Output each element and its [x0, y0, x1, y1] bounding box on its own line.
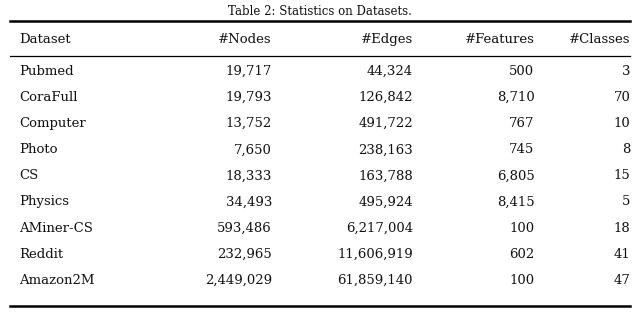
Text: 495,924: 495,924 [358, 196, 413, 208]
Text: 767: 767 [509, 117, 534, 130]
Text: 70: 70 [614, 91, 630, 104]
Text: 15: 15 [614, 169, 630, 182]
Text: 61,859,140: 61,859,140 [337, 274, 413, 287]
Text: 44,324: 44,324 [367, 65, 413, 78]
Text: Computer: Computer [19, 117, 86, 130]
Text: 8: 8 [622, 143, 630, 156]
Text: 19,793: 19,793 [225, 91, 272, 104]
Text: 10: 10 [614, 117, 630, 130]
Text: Amazon2M: Amazon2M [19, 274, 95, 287]
Text: 500: 500 [509, 65, 534, 78]
Text: Pubmed: Pubmed [19, 65, 74, 78]
Text: 602: 602 [509, 248, 534, 260]
Text: 8,415: 8,415 [497, 196, 534, 208]
Text: 13,752: 13,752 [226, 117, 272, 130]
Text: 8,710: 8,710 [497, 91, 534, 104]
Text: Dataset: Dataset [19, 33, 71, 46]
Text: 745: 745 [509, 143, 534, 156]
Text: CS: CS [19, 169, 38, 182]
Text: Physics: Physics [19, 196, 69, 208]
Text: 126,842: 126,842 [358, 91, 413, 104]
Text: 47: 47 [614, 274, 630, 287]
Text: 6,217,004: 6,217,004 [346, 222, 413, 234]
Text: 238,163: 238,163 [358, 143, 413, 156]
Text: 41: 41 [614, 248, 630, 260]
Text: 18: 18 [614, 222, 630, 234]
Text: 11,606,919: 11,606,919 [337, 248, 413, 260]
Text: 19,717: 19,717 [226, 65, 272, 78]
Text: Photo: Photo [19, 143, 58, 156]
Text: Reddit: Reddit [19, 248, 63, 260]
Text: 100: 100 [509, 274, 534, 287]
Text: 18,333: 18,333 [226, 169, 272, 182]
Text: AMiner-CS: AMiner-CS [19, 222, 93, 234]
Text: 7,650: 7,650 [234, 143, 272, 156]
Text: #Nodes: #Nodes [218, 33, 272, 46]
Text: #Classes: #Classes [569, 33, 630, 46]
Text: Table 2: Statistics on Datasets.: Table 2: Statistics on Datasets. [228, 5, 412, 18]
Text: 100: 100 [509, 222, 534, 234]
Text: #Edges: #Edges [360, 33, 413, 46]
Text: 5: 5 [622, 196, 630, 208]
Text: 6,805: 6,805 [497, 169, 534, 182]
Text: 593,486: 593,486 [217, 222, 272, 234]
Text: 491,722: 491,722 [358, 117, 413, 130]
Text: 3: 3 [622, 65, 630, 78]
Text: CoraFull: CoraFull [19, 91, 77, 104]
Text: 163,788: 163,788 [358, 169, 413, 182]
Text: 34,493: 34,493 [226, 196, 272, 208]
Text: 2,449,029: 2,449,029 [205, 274, 272, 287]
Text: #Features: #Features [465, 33, 534, 46]
Text: 232,965: 232,965 [217, 248, 272, 260]
